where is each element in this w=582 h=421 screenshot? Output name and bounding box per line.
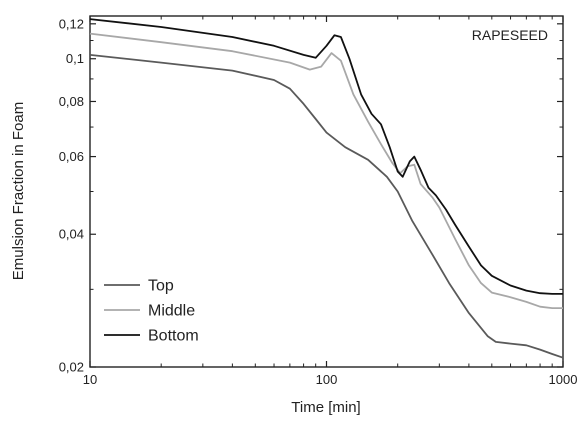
legend: Top Middle Bottom	[104, 278, 199, 345]
y-tick-label: 0,08	[59, 94, 84, 109]
chart-annotation: RAPESEED	[472, 27, 548, 43]
y-axis-title: Emulsion Fraction in Foam	[10, 102, 27, 280]
x-axis-title: Time [min]	[291, 399, 360, 416]
x-tick-label: 1000	[549, 372, 578, 387]
x-tick-label: 10	[83, 372, 97, 387]
y-tick-label: 0,06	[59, 149, 84, 164]
y-tick-label: 0,1	[66, 51, 84, 66]
y-tick-label: 0,04	[59, 227, 84, 242]
series-lines	[89, 18, 564, 359]
legend-label-middle: Middle	[148, 303, 195, 320]
ticks: 10 100 1000 0,02 0,04 0,06 0,08 0,1 0,12	[59, 16, 578, 387]
x-tick-label: 100	[316, 372, 338, 387]
y-tick-label: 0,12	[59, 16, 84, 31]
series-line-middle	[89, 32, 563, 309]
legend-label-top: Top	[148, 278, 174, 295]
series-line-top	[89, 54, 564, 359]
legend-label-bottom: Bottom	[148, 328, 199, 345]
series-line-bottom	[89, 18, 563, 295]
y-tick-label: 0,02	[59, 360, 84, 375]
